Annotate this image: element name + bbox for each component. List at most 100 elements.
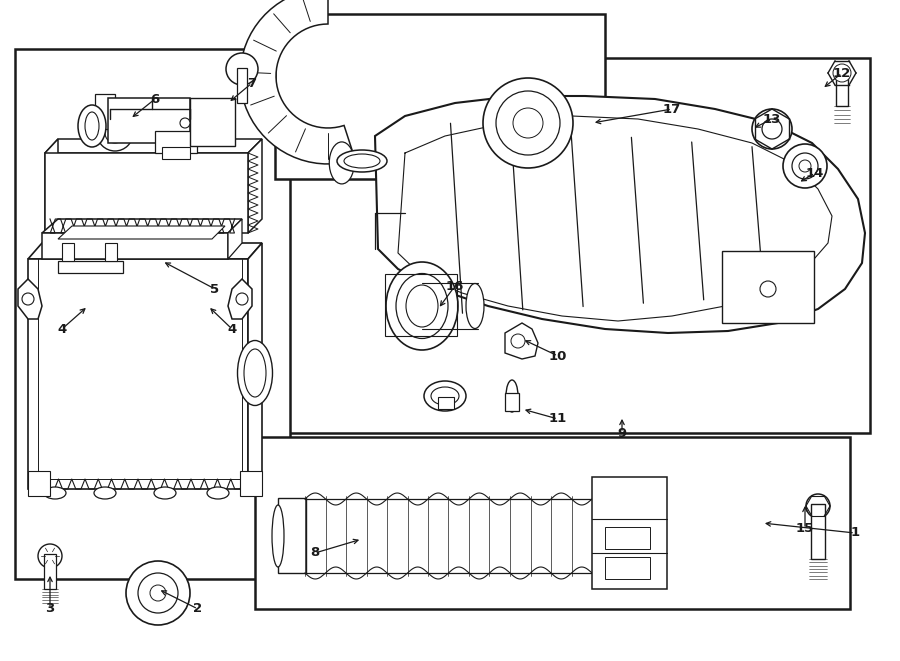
- Polygon shape: [240, 0, 356, 164]
- Text: 14: 14: [806, 167, 824, 180]
- Circle shape: [180, 118, 190, 128]
- Polygon shape: [248, 243, 262, 489]
- Text: 17: 17: [663, 102, 681, 116]
- Bar: [275, 14, 605, 179]
- Polygon shape: [28, 243, 262, 259]
- Circle shape: [762, 119, 782, 139]
- Circle shape: [511, 334, 525, 348]
- Bar: [240, 471, 262, 496]
- Circle shape: [792, 153, 818, 179]
- Circle shape: [105, 123, 125, 143]
- Text: 16: 16: [446, 280, 464, 293]
- Ellipse shape: [406, 285, 438, 327]
- Bar: [605, 557, 650, 579]
- Text: 15: 15: [796, 522, 814, 535]
- Circle shape: [38, 544, 62, 568]
- Circle shape: [97, 115, 133, 151]
- Circle shape: [126, 561, 190, 625]
- Text: 10: 10: [549, 350, 567, 362]
- Bar: [15, 49, 290, 579]
- Circle shape: [226, 53, 258, 85]
- Bar: [162, 147, 190, 159]
- Text: 12: 12: [832, 67, 851, 79]
- Ellipse shape: [154, 487, 176, 499]
- Circle shape: [138, 573, 178, 613]
- Circle shape: [150, 585, 166, 601]
- Bar: [255, 437, 850, 609]
- Bar: [438, 397, 454, 409]
- Ellipse shape: [337, 150, 387, 172]
- Text: 2: 2: [194, 602, 202, 615]
- Bar: [722, 251, 814, 323]
- Bar: [190, 98, 235, 146]
- Ellipse shape: [85, 112, 99, 140]
- Ellipse shape: [431, 387, 459, 405]
- Polygon shape: [375, 96, 865, 333]
- Polygon shape: [18, 279, 42, 319]
- Ellipse shape: [78, 105, 106, 147]
- Ellipse shape: [244, 349, 266, 397]
- Polygon shape: [45, 139, 58, 233]
- Polygon shape: [228, 279, 252, 319]
- Bar: [62, 243, 74, 261]
- Bar: [385, 274, 457, 336]
- Bar: [592, 477, 667, 589]
- Bar: [95, 94, 115, 129]
- Bar: [811, 504, 825, 559]
- Polygon shape: [28, 259, 248, 489]
- Ellipse shape: [207, 487, 229, 499]
- Bar: [278, 498, 306, 573]
- Polygon shape: [58, 226, 225, 239]
- Text: 5: 5: [211, 282, 220, 295]
- Bar: [155, 131, 197, 153]
- Bar: [28, 471, 50, 496]
- Ellipse shape: [344, 154, 380, 168]
- Text: 7: 7: [248, 77, 256, 89]
- Ellipse shape: [329, 142, 355, 184]
- Ellipse shape: [94, 487, 116, 499]
- Text: 4: 4: [228, 323, 237, 336]
- Ellipse shape: [44, 487, 66, 499]
- Bar: [275, 58, 870, 433]
- Ellipse shape: [506, 380, 518, 412]
- Bar: [505, 393, 519, 411]
- Circle shape: [236, 293, 248, 305]
- Ellipse shape: [424, 381, 466, 411]
- Polygon shape: [42, 219, 242, 233]
- Text: 3: 3: [45, 602, 55, 615]
- Polygon shape: [45, 139, 262, 153]
- Text: 4: 4: [58, 323, 67, 336]
- Bar: [105, 243, 117, 261]
- Ellipse shape: [238, 340, 273, 405]
- Text: 9: 9: [617, 426, 626, 440]
- Ellipse shape: [272, 505, 284, 567]
- Bar: [58, 261, 123, 273]
- Circle shape: [513, 108, 543, 138]
- Text: 1: 1: [850, 527, 860, 539]
- Circle shape: [22, 293, 34, 305]
- Circle shape: [783, 144, 827, 188]
- Circle shape: [806, 494, 830, 518]
- Bar: [836, 71, 848, 106]
- Polygon shape: [248, 139, 262, 233]
- Ellipse shape: [386, 262, 458, 350]
- Polygon shape: [505, 323, 538, 359]
- Circle shape: [799, 160, 811, 172]
- Ellipse shape: [396, 274, 448, 338]
- Bar: [108, 98, 190, 143]
- Bar: [44, 554, 56, 589]
- Bar: [237, 68, 247, 103]
- Polygon shape: [45, 153, 248, 233]
- Text: 11: 11: [549, 412, 567, 426]
- Circle shape: [483, 78, 573, 168]
- Ellipse shape: [466, 284, 484, 329]
- Circle shape: [752, 109, 792, 149]
- Polygon shape: [228, 219, 242, 259]
- Bar: [605, 527, 650, 549]
- Circle shape: [760, 281, 776, 297]
- Text: 8: 8: [310, 547, 320, 559]
- Polygon shape: [42, 233, 228, 259]
- Circle shape: [833, 64, 851, 82]
- Text: 13: 13: [763, 112, 781, 126]
- Text: 6: 6: [150, 93, 159, 106]
